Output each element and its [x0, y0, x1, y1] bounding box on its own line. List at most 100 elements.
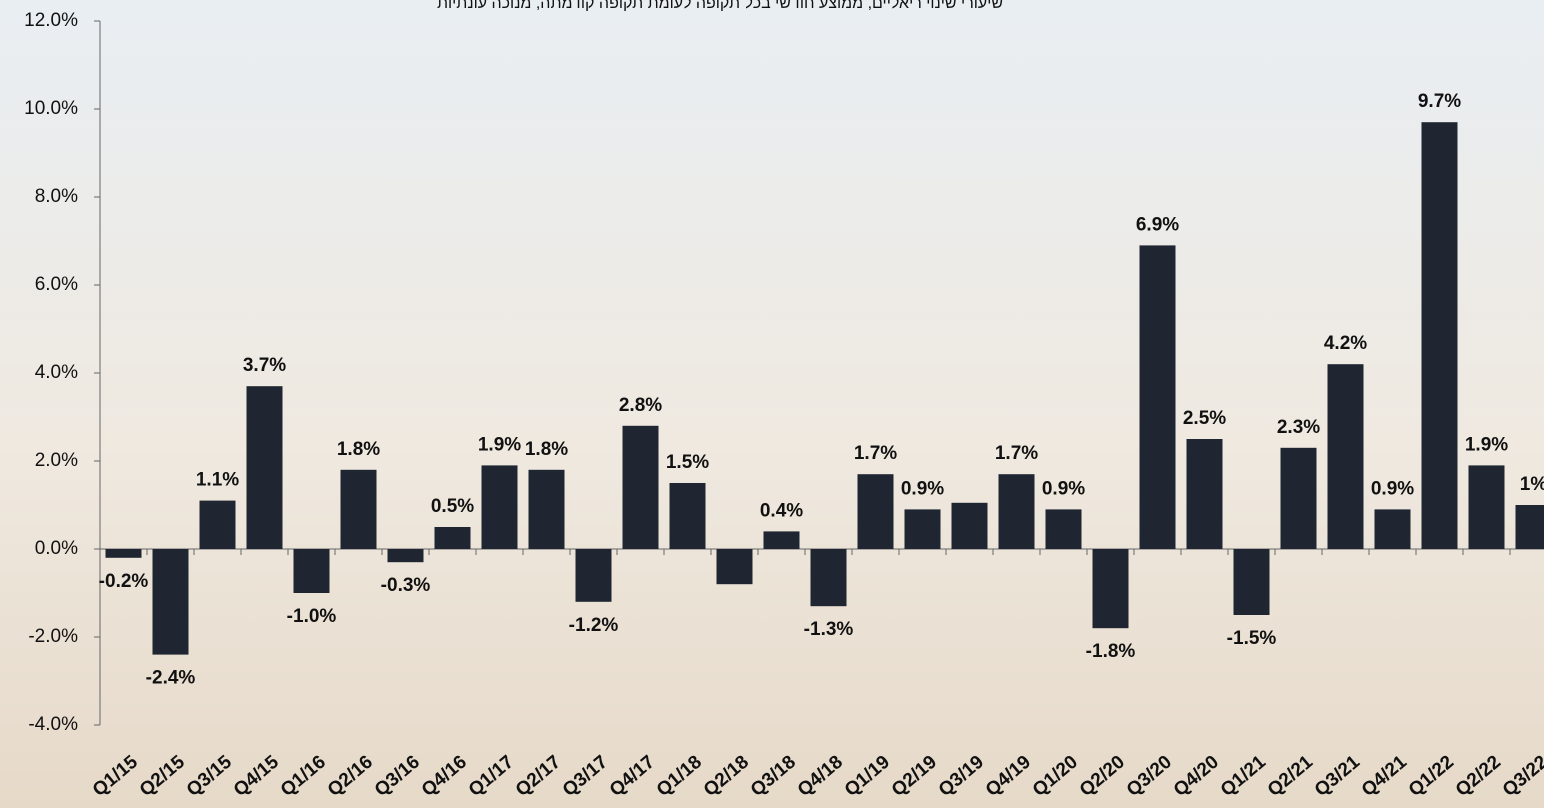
x-tick-label: Q2/16 — [324, 752, 377, 801]
y-tick-label: 12.0% — [24, 10, 78, 31]
data-label: 1.8% — [525, 439, 568, 460]
data-label: 2.3% — [1277, 417, 1320, 438]
data-label: -0.2% — [99, 571, 149, 592]
y-tick-label: 2.0% — [35, 450, 78, 471]
data-label: -1.5% — [1227, 628, 1277, 649]
x-tick-label: Q1/16 — [277, 752, 330, 801]
y-tick-label: -2.0% — [28, 626, 78, 647]
bar — [1234, 549, 1270, 615]
data-label: 1% — [1520, 474, 1544, 495]
data-label: 0.9% — [1371, 478, 1414, 499]
y-tick-label: 0.0% — [35, 538, 78, 559]
bar — [576, 549, 612, 602]
x-tick-label: Q1/18 — [653, 752, 706, 801]
data-label: 1.9% — [478, 434, 521, 455]
x-tick-label: Q3/19 — [935, 752, 988, 801]
x-tick-label: Q4/18 — [794, 752, 847, 801]
bar — [1281, 448, 1317, 549]
x-tick-label: Q3/21 — [1311, 751, 1364, 801]
x-tick-label: Q4/17 — [606, 752, 659, 801]
data-label: 1.8% — [337, 439, 380, 460]
y-tick-label: 4.0% — [35, 362, 78, 383]
x-tick-label: Q3/17 — [559, 752, 612, 801]
bar — [623, 426, 659, 549]
data-label: 1.9% — [1465, 434, 1508, 455]
y-tick-label: 6.0% — [35, 274, 78, 295]
bar — [106, 549, 142, 558]
data-label: 2.8% — [619, 395, 662, 416]
bar — [388, 549, 424, 562]
bar — [905, 509, 941, 549]
x-tick-label: Q1/21 — [1217, 751, 1270, 801]
y-tick-label: 10.0% — [24, 98, 78, 119]
data-label: 1.7% — [854, 443, 897, 464]
data-label: -0.3% — [381, 575, 431, 596]
x-tick-label: Q2/19 — [888, 752, 941, 801]
bar — [1187, 439, 1223, 549]
data-label: -1.8% — [1086, 641, 1136, 662]
x-tick-label: Q4/15 — [230, 751, 283, 801]
bar — [1093, 549, 1129, 628]
bar — [247, 386, 283, 549]
data-label: 0.9% — [1042, 478, 1085, 499]
x-tick-label: Q4/16 — [418, 752, 471, 801]
bar — [341, 470, 377, 549]
x-tick-label: Q1/19 — [841, 752, 894, 801]
x-tick-label: Q3/18 — [747, 752, 800, 801]
data-label: 0.4% — [760, 500, 803, 521]
bar — [952, 503, 988, 549]
bar — [1422, 122, 1458, 549]
x-tick-label: Q4/21 — [1358, 751, 1411, 801]
x-tick-label: Q2/15 — [136, 751, 189, 801]
bar — [670, 483, 706, 549]
x-tick-label: Q2/18 — [700, 752, 753, 801]
x-tick-label: Q3/15 — [183, 751, 236, 801]
bar — [1375, 509, 1411, 549]
bar — [1469, 465, 1505, 549]
x-tick-label: Q2/22 — [1452, 752, 1505, 801]
data-label: 1.5% — [666, 452, 709, 473]
x-tick-label: Q1/17 — [465, 752, 518, 801]
x-tick-label: Q2/17 — [512, 752, 565, 801]
x-tick-label: Q4/20 — [1170, 752, 1223, 801]
x-tick-label: Q1/20 — [1029, 752, 1082, 801]
data-label: -1.2% — [569, 615, 619, 636]
data-label: -1.0% — [287, 606, 337, 627]
bar — [1516, 505, 1544, 549]
bar — [1140, 245, 1176, 549]
x-tick-label: Q1/22 — [1405, 752, 1458, 801]
data-label: 0.9% — [901, 478, 944, 499]
bar — [435, 527, 471, 549]
bar — [717, 549, 753, 584]
data-label: 6.9% — [1136, 214, 1179, 235]
chart: שיעורי שינוי ריאליים, ממוצע חודשי בכל תק… — [0, 0, 1544, 808]
x-tick-label: Q1/15 — [89, 751, 142, 801]
x-tick-label: Q2/20 — [1076, 752, 1129, 801]
data-label: -2.4% — [146, 668, 196, 689]
data-label: 1.7% — [995, 443, 1038, 464]
x-tick-label: Q4/19 — [982, 752, 1035, 801]
x-tick-label: Q3/20 — [1123, 752, 1176, 801]
bar — [200, 501, 236, 549]
bar — [999, 474, 1035, 549]
y-tick-label: -4.0% — [28, 714, 78, 735]
bar — [153, 549, 189, 655]
bar — [1046, 509, 1082, 549]
x-tick-label: Q2/21 — [1264, 751, 1317, 801]
x-tick-label: Q3/16 — [371, 752, 424, 801]
data-label: 9.7% — [1418, 91, 1461, 112]
bar — [858, 474, 894, 549]
bar — [294, 549, 330, 593]
bar — [482, 465, 518, 549]
data-label: 4.2% — [1324, 333, 1367, 354]
data-label: -1.3% — [804, 619, 854, 640]
data-label: 1.1% — [196, 470, 239, 491]
bar — [529, 470, 565, 549]
bar — [764, 531, 800, 549]
data-label: 0.5% — [431, 496, 474, 517]
bar — [1328, 364, 1364, 549]
y-tick-label: 8.0% — [35, 186, 78, 207]
chart-title: שיעורי שינוי ריאליים, ממוצע חודשי בכל תק… — [437, 0, 1003, 12]
x-tick-label: Q3/22 — [1499, 752, 1544, 801]
data-label: 2.5% — [1183, 408, 1226, 429]
